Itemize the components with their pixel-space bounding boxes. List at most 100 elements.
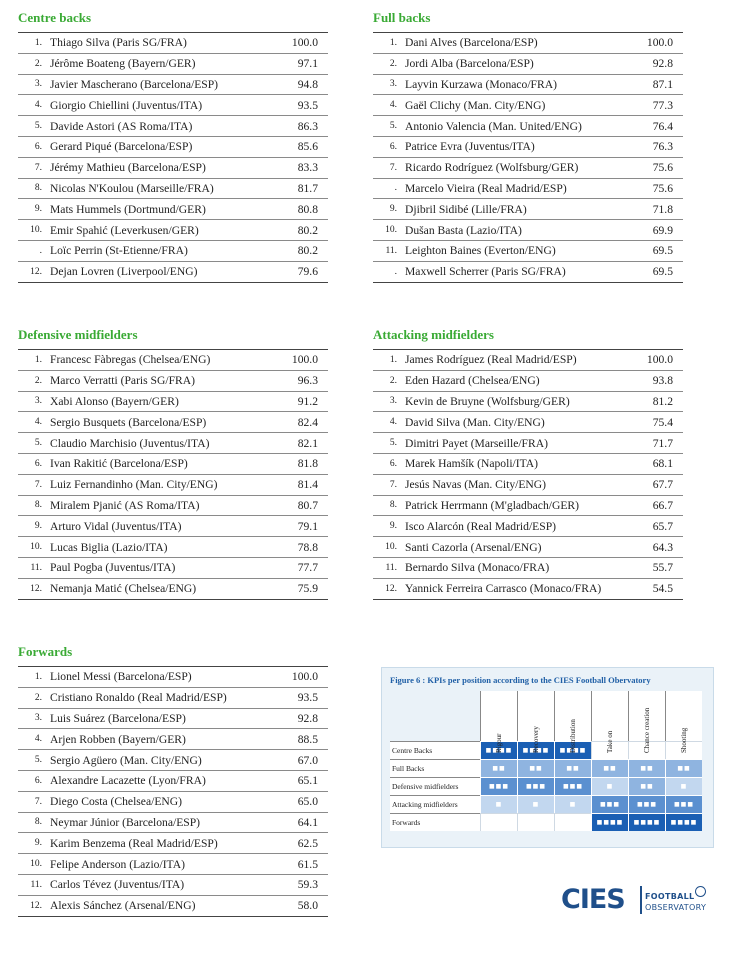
- rank-number: 6.: [389, 141, 397, 152]
- player-score: 96.3: [297, 374, 318, 388]
- player-score: 77.3: [652, 98, 673, 112]
- player-name: Marcelo Vieira (Real Madrid/ESP): [405, 181, 567, 195]
- ranking-table: 1. Thiago Silva (Paris SG/FRA) 100.0 2. Jérô…: [18, 32, 328, 283]
- rank-number: 10.: [30, 542, 42, 553]
- player-name: Luiz Fernandinho (Man. City/ENG): [50, 478, 218, 492]
- rank-number: 7.: [389, 479, 397, 490]
- table-row: 1. Dani Alves (Barcelona/ESP) 100.0: [373, 33, 683, 54]
- player-name: Ricardo Rodríguez (Wolfsburg/GER): [405, 161, 579, 175]
- player-score: 75.6: [652, 161, 673, 175]
- player-score: 69.5: [652, 244, 673, 258]
- kpi-cell: [480, 813, 517, 831]
- player-name: Ivan Rakitić (Barcelona/ESP): [50, 457, 188, 471]
- table-row: 4. Sergio Busquets (Barcelona/ESP) 82.4: [18, 412, 328, 434]
- player-name: Nemanja Matić (Chelsea/ENG): [50, 582, 197, 596]
- kpi-cell: ■■: [628, 777, 665, 795]
- section-title: Forwards: [18, 644, 73, 659]
- player-score: 81.7: [297, 181, 318, 195]
- table-row: 12. Dejan Lovren (Liverpool/ENG) 79.6: [18, 262, 328, 283]
- rank-number: 3.: [34, 396, 42, 407]
- rank-number: 2.: [34, 692, 42, 703]
- table-row: 12. Alexis Sánchez (Arsenal/ENG) 58.0: [18, 896, 328, 917]
- player-name: Jérôme Boateng (Bayern/GER): [50, 57, 196, 71]
- rank-number: 6.: [34, 775, 42, 786]
- player-score: 71.7: [652, 436, 673, 450]
- section-title: Centre backs: [18, 10, 92, 25]
- kpi-corner: [390, 691, 480, 741]
- kpi-cell: ■■: [517, 759, 554, 777]
- table-row: 6. Ivan Rakitić (Barcelona/ESP) 81.8: [18, 454, 328, 475]
- player-score: 100.0: [646, 353, 673, 367]
- player-score: 88.5: [297, 732, 318, 746]
- table-row: 10. Lucas Biglia (Lazio/ITA) 78.8: [18, 537, 328, 558]
- rank-number: 9.: [34, 204, 42, 215]
- player-name: Jesús Navas (Man. City/ENG): [405, 478, 547, 492]
- player-score: 64.1: [297, 815, 318, 829]
- player-name: Sergio Agüero (Man. City/ENG): [50, 753, 202, 767]
- rank-number: 8.: [34, 500, 42, 511]
- kpi-cell: ■: [480, 795, 517, 813]
- player-score: 69.9: [652, 223, 673, 237]
- rank-number: 4.: [389, 417, 397, 428]
- rank-number: 1.: [34, 354, 42, 365]
- kpi-cell: ■■■■: [517, 741, 554, 759]
- section-defensive-midfielders: Defensive midfielders 1. Francesc Fàbrega…: [18, 327, 328, 600]
- table-row: 9. Arturo Vidal (Juventus/ITA) 79.1: [18, 516, 328, 538]
- kpi-column-label: Recovery: [532, 726, 540, 753]
- table-row: 11. Leighton Baines (Everton/ENG) 69.5: [373, 241, 683, 262]
- player-name: Bernardo Silva (Monaco/FRA): [405, 561, 550, 575]
- rank-number: 2.: [34, 375, 42, 386]
- kpi-cell: [517, 813, 554, 831]
- player-score: 81.2: [652, 394, 673, 408]
- table-row: 11. Paul Pogba (Juventus/ITA) 77.7: [18, 558, 328, 579]
- rank-number: 8.: [389, 500, 397, 511]
- player-name: Alexis Sánchez (Arsenal/ENG): [50, 899, 196, 913]
- rank-number: .: [394, 266, 397, 277]
- player-name: Sergio Busquets (Barcelona/ESP): [50, 415, 207, 429]
- kpi-row-label: Full Backs: [390, 759, 480, 777]
- player-score: 79.6: [297, 265, 318, 279]
- rank-number: .: [39, 245, 42, 256]
- kpi-cell: ■■■: [554, 777, 591, 795]
- logo-divider: [640, 886, 642, 914]
- table-row: . Marcelo Vieira (Real Madrid/ESP) 75.6: [373, 179, 683, 200]
- player-score: 80.2: [297, 223, 318, 237]
- rank-number: 6.: [389, 458, 397, 469]
- rank-number: 9.: [389, 204, 397, 215]
- rank-number: 9.: [389, 521, 397, 532]
- rank-number: 3.: [34, 79, 42, 90]
- player-name: Felipe Anderson (Lazio/ITA): [50, 857, 185, 871]
- player-score: 65.1: [297, 774, 318, 788]
- rank-number: 2.: [34, 58, 42, 69]
- logo-text-observatory: OBSERVATORY: [645, 903, 707, 912]
- kpi-column-label: Distribution: [569, 719, 577, 753]
- player-name: Yannick Ferreira Carrasco (Monaco/FRA): [405, 582, 602, 596]
- rank-number: 11.: [30, 879, 42, 890]
- player-score: 76.4: [652, 119, 673, 133]
- table-row: 5. Claudio Marchisio (Juventus/ITA) 82.1: [18, 433, 328, 454]
- kpi-cell: ■■■: [665, 795, 702, 813]
- ranking-table: 1. Francesc Fàbregas (Chelsea/ENG) 100.0 2.…: [18, 349, 328, 600]
- section-title: Full backs: [373, 10, 431, 25]
- rank-number: 5.: [34, 438, 42, 449]
- player-score: 75.4: [652, 415, 673, 429]
- kpi-row: Centre Backs ■■■■ ■■■■ ■■■■: [390, 741, 702, 759]
- player-name: Xabi Alonso (Bayern/GER): [50, 394, 179, 408]
- table-row: 1. Lionel Messi (Barcelona/ESP) 100.0: [18, 667, 328, 688]
- rank-number: 5.: [389, 121, 397, 132]
- kpi-cell: ■: [517, 795, 554, 813]
- rank-number: 3.: [389, 396, 397, 407]
- kpi-column-label: Chance creation: [643, 707, 651, 753]
- table-row: 3. Javier Mascherano (Barcelona/ESP) 94.8: [18, 75, 328, 96]
- rank-number: 7.: [389, 162, 397, 173]
- kpi-header-row: Rigour Recovery Distribution Take on Chance …: [390, 691, 702, 753]
- rank-number: 6.: [34, 141, 42, 152]
- player-score: 64.3: [652, 540, 673, 554]
- player-name: Jérémy Mathieu (Barcelona/ESP): [50, 161, 206, 175]
- kpi-cell: ■■: [591, 759, 628, 777]
- player-name: Nicolas N'Koulou (Marseille/FRA): [50, 181, 214, 195]
- player-name: Kevin de Bruyne (Wolfsburg/GER): [405, 394, 570, 408]
- rank-number: 11.: [30, 562, 42, 573]
- kpi-column-header: Chance creation: [628, 691, 665, 753]
- player-score: 65.0: [297, 795, 318, 809]
